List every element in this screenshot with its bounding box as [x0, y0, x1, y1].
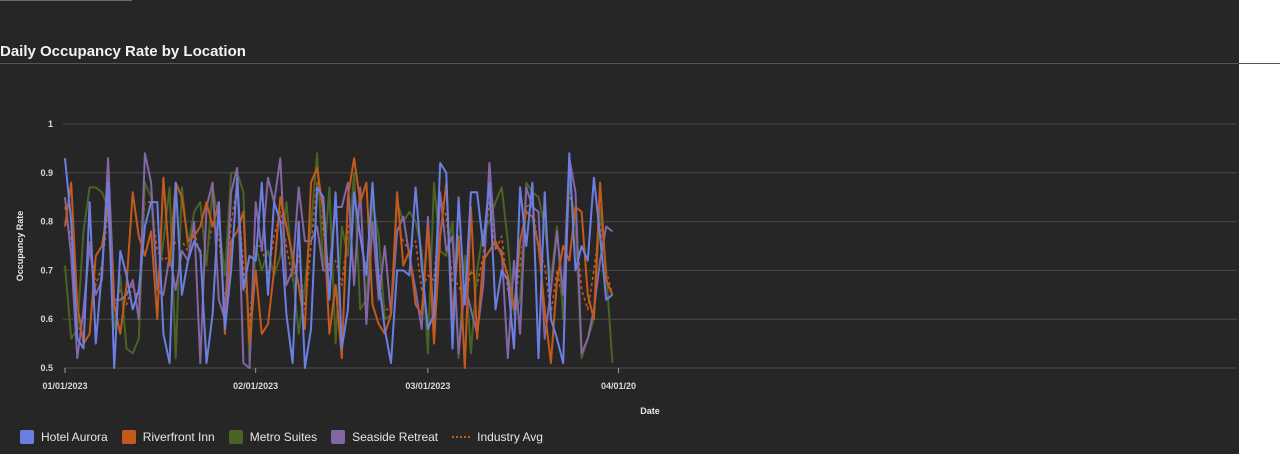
legend-label: Industry Avg: [477, 430, 543, 444]
legend-swatch: [452, 436, 471, 438]
x-tick-label: 01/01/2023: [42, 381, 87, 391]
series-line-seaside-retreat: [64, 152, 614, 369]
chart-canvas: 0.5 0.6 0.7 0.8 0.9 1 01/01/2023 02/01/2023 03/…: [15, 119, 1237, 416]
legend: Hotel Aurora Riverfront Inn Metro Suites Se…: [20, 430, 543, 444]
legend-item-industry-avg[interactable]: Industry Avg: [452, 430, 543, 444]
legend-item-hotel-aurora[interactable]: Hotel Aurora: [20, 430, 108, 444]
legend-swatch: [121, 430, 136, 444]
legend-label: Seaside Retreat: [352, 430, 439, 444]
chart-title: Daily Occupancy Rate by Location: [0, 43, 246, 60]
x-axis-title: Date: [640, 406, 660, 416]
series-line-riverfront-inn: [64, 157, 614, 369]
y-axis-title: Occupancy Rate: [15, 211, 25, 282]
x-tick-label: 04/01/20: [601, 381, 636, 391]
legend-item-seaside-retreat[interactable]: Seaside Retreat: [331, 430, 438, 444]
y-tick-label: 0.5: [40, 363, 53, 373]
y-tick-label: 0.7: [40, 265, 53, 275]
legend-swatch: [20, 430, 34, 444]
y-tick-label: 1: [48, 119, 53, 129]
y-tick-label: 0.9: [40, 168, 53, 178]
y-axis-ticks: 0.5 0.6 0.7 0.8 0.9 1: [40, 119, 53, 373]
legend-item-metro-suites[interactable]: Metro Suites: [228, 430, 318, 444]
x-tick-label: 02/01/2023: [233, 381, 278, 391]
legend-item-riverfront-inn[interactable]: Riverfront Inn: [121, 430, 215, 444]
series-line-hotel-aurora: [64, 152, 614, 369]
x-tick-label: 03/01/2023: [405, 381, 450, 391]
legend-swatch: [228, 430, 243, 444]
y-tick-label: 0.6: [40, 314, 53, 324]
y-tick-label: 0.8: [40, 217, 53, 227]
top-tab-indicator: [0, 0, 132, 1]
title-divider: [0, 63, 1280, 64]
legend-label: Hotel Aurora: [41, 430, 108, 444]
legend-swatch: [331, 430, 346, 444]
x-axis-ticks: 01/01/2023 02/01/2023 03/01/2023 04/01/20: [42, 368, 636, 391]
series-lines: [64, 152, 614, 369]
legend-label: Metro Suites: [249, 430, 318, 444]
legend-label: Riverfront Inn: [142, 430, 215, 444]
